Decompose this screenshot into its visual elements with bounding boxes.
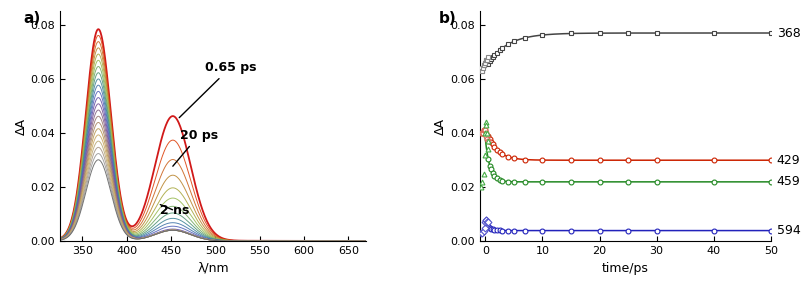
Text: b): b) xyxy=(438,11,456,26)
Text: 429: 429 xyxy=(776,154,800,167)
Text: 2 ns: 2 ns xyxy=(160,204,189,217)
Y-axis label: ΔA: ΔA xyxy=(14,118,28,135)
X-axis label: time/ps: time/ps xyxy=(601,262,648,275)
Text: 0.65 ps: 0.65 ps xyxy=(179,61,256,118)
Text: 368: 368 xyxy=(776,26,800,39)
Text: 594: 594 xyxy=(776,224,800,237)
Text: a): a) xyxy=(23,11,41,26)
Y-axis label: ΔA: ΔA xyxy=(434,118,447,135)
Text: 20 ps: 20 ps xyxy=(172,129,218,166)
X-axis label: λ/nm: λ/nm xyxy=(197,262,229,275)
Text: 459: 459 xyxy=(776,175,800,188)
